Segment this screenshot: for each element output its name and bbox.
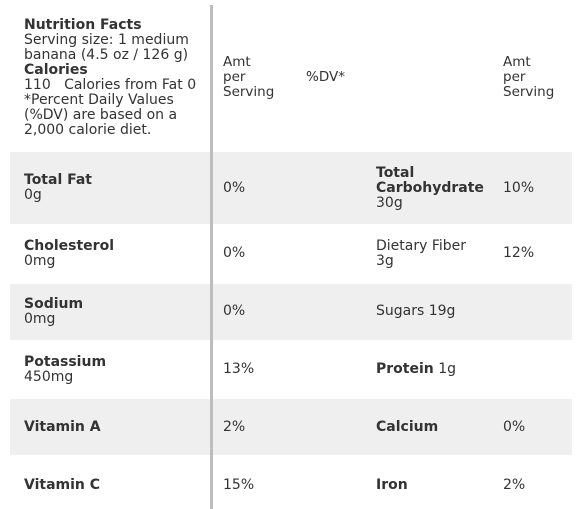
nutrient-name: Cholesterol bbox=[24, 238, 114, 254]
nutrient-name-and-amount: Protein 1g bbox=[376, 362, 456, 377]
column-header-amt-per-serving-2: Amt per Serving bbox=[503, 55, 554, 100]
nutrient-dv: 0% bbox=[223, 303, 246, 319]
nutrient-amount: 3g bbox=[376, 253, 394, 269]
table-row: Vitamin C 15% Iron 2% bbox=[10, 456, 572, 509]
column-header-amt-line3: Serving bbox=[223, 84, 275, 100]
nutrient-dv: 13% bbox=[223, 361, 255, 377]
nutrient-amount: 19g bbox=[428, 303, 456, 319]
nutrient-amount: 0mg bbox=[24, 253, 56, 269]
header-row: Nutrition Facts Serving size: 1 medium b… bbox=[10, 0, 572, 150]
column-header-amt2-line2: per bbox=[503, 69, 526, 85]
column-header-amt-line2: per bbox=[223, 69, 246, 85]
nutrient-name: Sugars bbox=[376, 303, 425, 319]
nutrient-name: Total Fat bbox=[24, 172, 93, 188]
nutrient-dv: 0% bbox=[503, 419, 526, 435]
nutrient-dv: 0% bbox=[223, 180, 246, 196]
column-header-amt2-line3: Serving bbox=[503, 84, 555, 100]
column-header-amt-line1: Amt bbox=[223, 54, 251, 70]
nutrient-dv: 15% bbox=[223, 477, 255, 493]
nutrient-amount: 30g bbox=[376, 195, 403, 211]
nutrient-amount: 1g bbox=[438, 361, 456, 377]
column-header-amt2-line1: Amt bbox=[503, 54, 531, 70]
nutrient-amount: 0g bbox=[24, 187, 42, 203]
table-row: Potassium 450mg 13% Protein 1g bbox=[10, 340, 572, 398]
dv-note-line2: (%DV) are based on a bbox=[24, 107, 178, 123]
nutrient-dv: 0% bbox=[223, 245, 246, 261]
column-header-amt-per-serving: Amt per Serving bbox=[223, 55, 274, 100]
nutrient-name: Sodium bbox=[24, 296, 84, 312]
nutrient-name: Potassium bbox=[24, 354, 107, 370]
nutrition-facts-title: Nutrition Facts bbox=[24, 17, 142, 33]
nutrient-name: Iron bbox=[376, 477, 408, 493]
nutrient-dv: 10% bbox=[503, 180, 535, 196]
nutrient-name: Calcium bbox=[376, 419, 439, 435]
nutrient-name: Vitamin A bbox=[24, 419, 101, 435]
dv-note-line3: 2,000 calorie diet. bbox=[24, 122, 152, 138]
nutrient-dv: 12% bbox=[503, 245, 535, 261]
dv-note-line1: *Percent Daily Values bbox=[24, 92, 174, 108]
nutrient-amount: 0mg bbox=[24, 311, 56, 327]
serving-size-line2: banana (4.5 oz / 126 g) bbox=[24, 47, 189, 63]
nutrient-name-line1: Total bbox=[376, 165, 415, 181]
table-row: Vitamin A 2% Calcium 0% bbox=[10, 399, 572, 455]
nutrient-name: Dietary Fiber bbox=[376, 238, 467, 254]
serving-size-line1: Serving size: 1 medium bbox=[24, 32, 189, 48]
nutrient-amount: 450mg bbox=[24, 369, 74, 385]
column-header-dv: %DV* bbox=[306, 69, 345, 85]
nutrient-name-line2: Carbohydrate bbox=[376, 180, 484, 196]
calories-line: 110 Calories from Fat 0 bbox=[24, 77, 197, 93]
table-row: Cholesterol 0mg 0% Dietary Fiber 3g 12% bbox=[10, 224, 572, 282]
table-row: Total Fat 0g 0% Total Carbohydrate 30g 1… bbox=[10, 152, 572, 224]
calories-label: Calories bbox=[24, 62, 88, 78]
table-row: Sodium 0mg 0% Sugars 19g bbox=[10, 284, 572, 340]
nutrient-name: Protein bbox=[376, 361, 434, 377]
nutrient-dv: 2% bbox=[503, 477, 526, 493]
nutrient-name: Vitamin C bbox=[24, 477, 101, 493]
column-divider bbox=[210, 5, 213, 509]
nutrient-dv: 2% bbox=[223, 419, 246, 435]
nutrient-name-and-amount: Sugars 19g bbox=[376, 304, 455, 319]
